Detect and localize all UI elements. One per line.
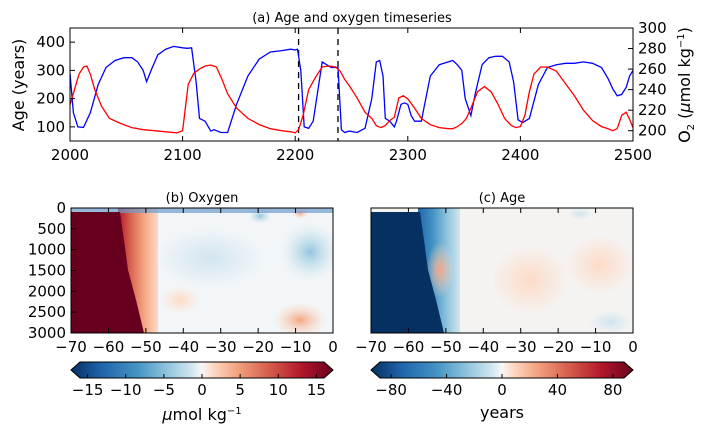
x-tick-label: 2100 xyxy=(164,146,202,164)
colorbar-tick-label: −15 xyxy=(72,381,104,399)
panel-b-title: (b) Oxygen xyxy=(166,191,239,206)
oxygen-series-line xyxy=(70,64,633,134)
y-tick-label: 2500 xyxy=(28,303,66,321)
colorbar-tick-label: 40 xyxy=(548,381,567,399)
age-core xyxy=(371,212,444,333)
panel-c-title: (c) Age xyxy=(479,191,526,206)
y-right-tick-label: 300 xyxy=(638,19,667,37)
y-tick-label: 400 xyxy=(36,33,65,51)
panel-a-x-axis: 2000 2100 2200 2300 2400 2500 xyxy=(51,28,652,164)
y-tick-label: 300 xyxy=(36,61,65,79)
y-right-tick-label: 220 xyxy=(638,101,667,119)
colorbar-tick-label: −5 xyxy=(153,381,175,399)
age-colorbar-label: years xyxy=(480,403,524,422)
colorbar-tick-label: 0 xyxy=(197,381,207,399)
y-right-tick-label: 240 xyxy=(638,81,667,99)
colorbar-tick-label: −40 xyxy=(431,381,463,399)
panel-a-left-y-axis: 100 200 300 400 xyxy=(36,33,75,136)
x-tick-label: 2400 xyxy=(501,146,539,164)
x-tick-label: 0 xyxy=(628,338,638,356)
colorbar-tick-label: 10 xyxy=(269,381,288,399)
colorbar-tick-label: 15 xyxy=(307,381,326,399)
x-tick-label: −60 xyxy=(93,338,125,356)
x-tick-label: 2000 xyxy=(51,146,89,164)
oxygen-field xyxy=(71,208,333,333)
panel-a-right-y-axis: 200 220 240 260 280 300 xyxy=(628,19,667,140)
panel-b-x-axis: −70 −60 −50 −40 −30 −20 −10 0 xyxy=(55,208,338,356)
y-right-tick-label: 280 xyxy=(638,40,667,58)
colorbar-tick-label: −80 xyxy=(375,381,407,399)
age-field xyxy=(371,208,633,333)
y-tick-label: 500 xyxy=(37,220,66,238)
age-colorbar-ticks: −80 −40 0 40 80 xyxy=(375,374,622,399)
x-tick-label: −30 xyxy=(205,338,237,356)
x-tick-label: −70 xyxy=(355,338,387,356)
x-tick-label: −60 xyxy=(393,338,425,356)
y-right-tick-label: 200 xyxy=(638,122,667,140)
y-tick-label: 200 xyxy=(36,90,65,108)
x-tick-label: 2500 xyxy=(614,146,652,164)
x-tick-label: −40 xyxy=(167,338,199,356)
x-tick-label: −10 xyxy=(580,338,612,356)
x-tick-label: 0 xyxy=(328,338,338,356)
oxygen-colorbar-ticks: −15 −10 −5 0 5 10 15 xyxy=(72,374,326,399)
x-tick-label: −10 xyxy=(280,338,312,356)
y-tick-label: 1000 xyxy=(28,241,66,259)
x-tick-label: −70 xyxy=(55,338,87,356)
colorbar-tick-label: 5 xyxy=(235,381,245,399)
panel-b-y-axis: 0 500 1000 1500 2000 2500 3000 xyxy=(28,199,76,342)
y-tick-label: 2000 xyxy=(28,282,66,300)
oxygen-core xyxy=(71,212,144,333)
oxygen-colorbar-label: μmol kg−1 xyxy=(161,405,241,424)
x-tick-label: −20 xyxy=(542,338,574,356)
panel-c-x-axis: −70 −60 −50 −40 −30 −20 −10 0 xyxy=(355,208,638,356)
colorbar-tick-label: 80 xyxy=(603,381,622,399)
y-tick-label: 3000 xyxy=(28,324,66,342)
colorbar-tick-label: −10 xyxy=(110,381,142,399)
panel-a: (a) Age and oxygen timeseries 2000 2100 22… xyxy=(9,11,697,164)
dashed-vlines xyxy=(297,28,339,141)
x-tick-label: −20 xyxy=(242,338,274,356)
y-tick-label: 0 xyxy=(56,199,66,217)
x-tick-label: −50 xyxy=(430,338,462,356)
oxygen-axis-label: O2 (μmol kg−1) xyxy=(675,27,697,143)
panel-c: (c) Age −70 −60 −50 −40 −30 −20 −10 0 −80 −40 0 40… xyxy=(355,191,638,422)
y-tick-label: 1500 xyxy=(28,262,66,280)
oxygen-colorbar: −15 −10 −5 0 5 10 15 μmol kg−1 xyxy=(70,361,334,424)
panel-c-frame xyxy=(370,207,634,334)
y-right-tick-label: 260 xyxy=(638,60,667,78)
x-tick-label: −50 xyxy=(130,338,162,356)
age-colorbar: −80 −40 0 40 80 years xyxy=(370,361,634,422)
age-axis-label: Age (years) xyxy=(9,39,28,132)
x-tick-label: −40 xyxy=(467,338,499,356)
x-tick-label: −30 xyxy=(505,338,537,356)
panel-a-frame xyxy=(69,27,634,142)
colorbar-tick-label: 0 xyxy=(497,381,507,399)
y-tick-label: 100 xyxy=(36,118,65,136)
x-tick-label: 2200 xyxy=(276,146,314,164)
panel-b: (b) Oxygen −70 −60 −50 −40 −30 −20 −10 0 050010… xyxy=(28,191,338,424)
age-series-line xyxy=(70,45,633,134)
x-tick-label: 2300 xyxy=(389,146,427,164)
panel-a-title: (a) Age and oxygen timeseries xyxy=(252,11,452,26)
